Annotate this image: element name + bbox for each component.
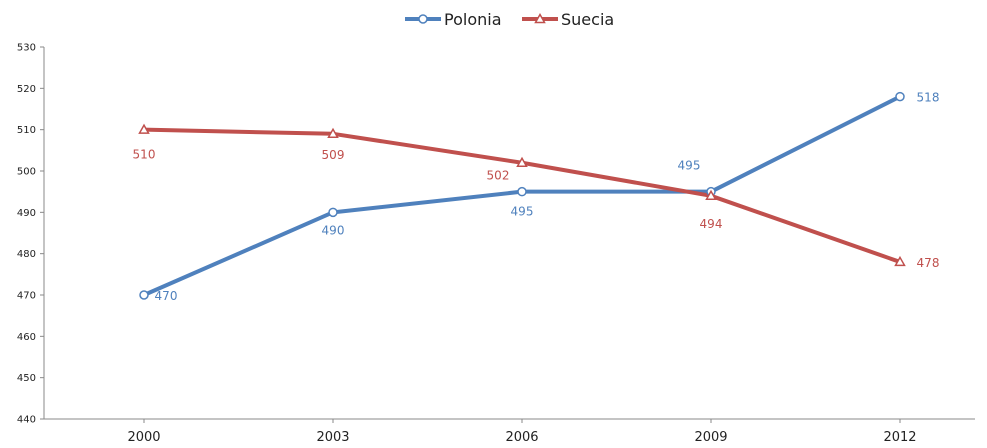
point-polonia [895,91,905,102]
legend-marker-polonia [418,14,428,24]
data-label-suecia: 510 [133,148,156,162]
y-axis-ticks: 440 450 460 470 480 490 500 510 520 530 [17,43,44,426]
legend-label-polonia: Polonia [444,10,502,29]
data-label-polonia: 490 [322,223,345,237]
point-polonia [328,207,338,218]
point-suecia [138,123,150,134]
data-label-suecia: 478 [917,256,940,270]
point-polonia [517,186,527,197]
data-label-suecia: 494 [700,217,723,231]
y-tick-label: 490 [17,208,36,219]
x-tick-label: 2009 [694,430,727,445]
y-tick-label: 480 [17,249,36,260]
y-tick-label: 470 [17,291,36,302]
y-tick-label: 440 [17,415,36,426]
x-tick-label: 2006 [505,430,538,445]
y-tick-label: 510 [17,125,36,136]
y-tick-label: 460 [17,332,36,343]
legend: Polonia Suecia [405,10,614,29]
data-label-polonia: 495 [678,159,701,173]
point-suecia [894,255,906,267]
x-tick-label: 2000 [127,430,160,445]
data-label-polonia: 495 [511,205,534,219]
data-label-polonia: 518 [917,91,940,105]
x-axis-ticks: 2000 2003 2006 2009 2012 [127,419,917,445]
series-markers [138,91,906,300]
data-label-polonia: 470 [155,289,178,303]
point-suecia [327,127,339,139]
axes [43,47,975,420]
y-tick-label: 500 [17,167,36,178]
legend-marker-suecia [534,12,546,24]
data-label-suecia: 502 [487,169,510,183]
data-label-suecia: 509 [322,148,345,162]
point-suecia [705,189,717,201]
legend-label-suecia: Suecia [561,10,614,29]
y-tick-label: 520 [17,84,36,95]
x-tick-label: 2012 [883,430,916,445]
y-tick-label: 450 [17,373,36,384]
data-labels: 470 490 495 495 518 510 509 502 494 478 [133,91,940,303]
point-polonia [139,290,149,300]
y-tick-label: 530 [17,43,36,54]
point-suecia [516,156,528,167]
x-tick-label: 2003 [316,430,349,445]
